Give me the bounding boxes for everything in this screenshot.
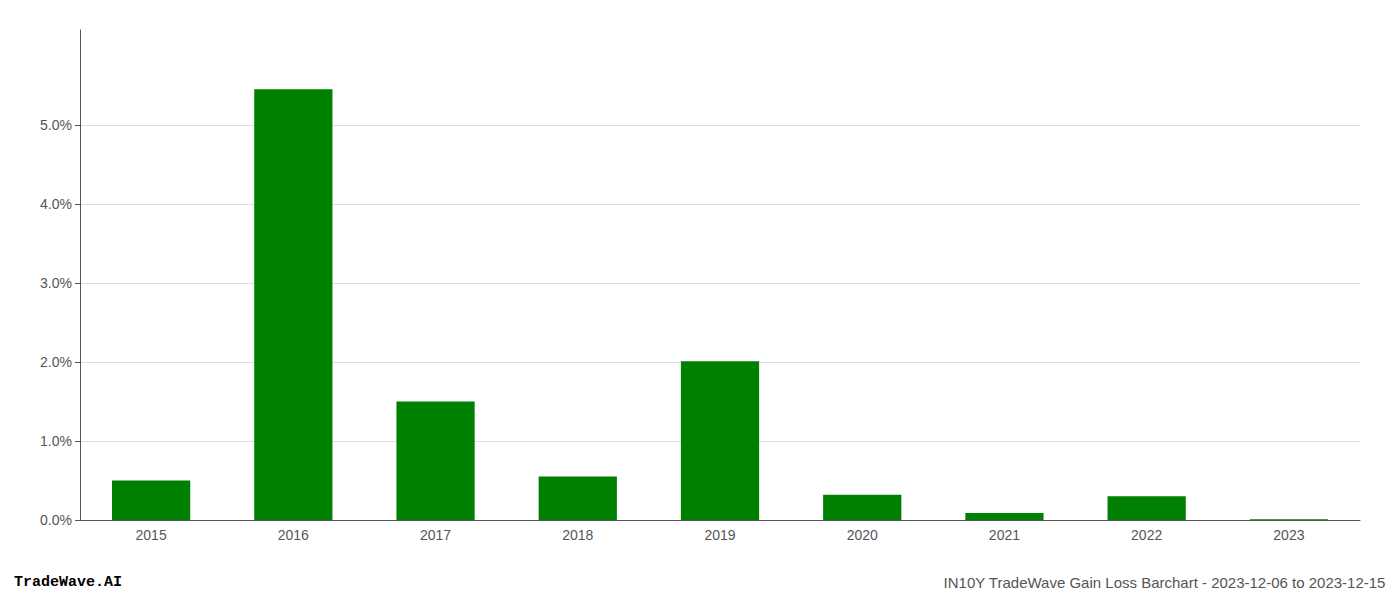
svg-text:IN10Y TradeWave Gain Loss Barc: IN10Y TradeWave Gain Loss Barchart - 202…: [944, 574, 1386, 591]
svg-text:2023: 2023: [1273, 527, 1304, 543]
svg-text:4.0%: 4.0%: [40, 196, 72, 212]
svg-text:2015: 2015: [136, 527, 167, 543]
svg-text:2016: 2016: [278, 527, 309, 543]
svg-text:1.0%: 1.0%: [40, 433, 72, 449]
svg-text:2017: 2017: [420, 527, 451, 543]
svg-text:2022: 2022: [1131, 527, 1162, 543]
svg-text:2021: 2021: [989, 527, 1020, 543]
svg-text:2018: 2018: [562, 527, 593, 543]
svg-text:TradeWave.AI: TradeWave.AI: [14, 574, 122, 591]
svg-text:2020: 2020: [847, 527, 878, 543]
svg-text:3.0%: 3.0%: [40, 275, 72, 291]
svg-text:2.0%: 2.0%: [40, 354, 72, 370]
svg-text:5.0%: 5.0%: [40, 117, 72, 133]
svg-text:0.0%: 0.0%: [40, 512, 72, 528]
svg-text:2019: 2019: [704, 527, 735, 543]
